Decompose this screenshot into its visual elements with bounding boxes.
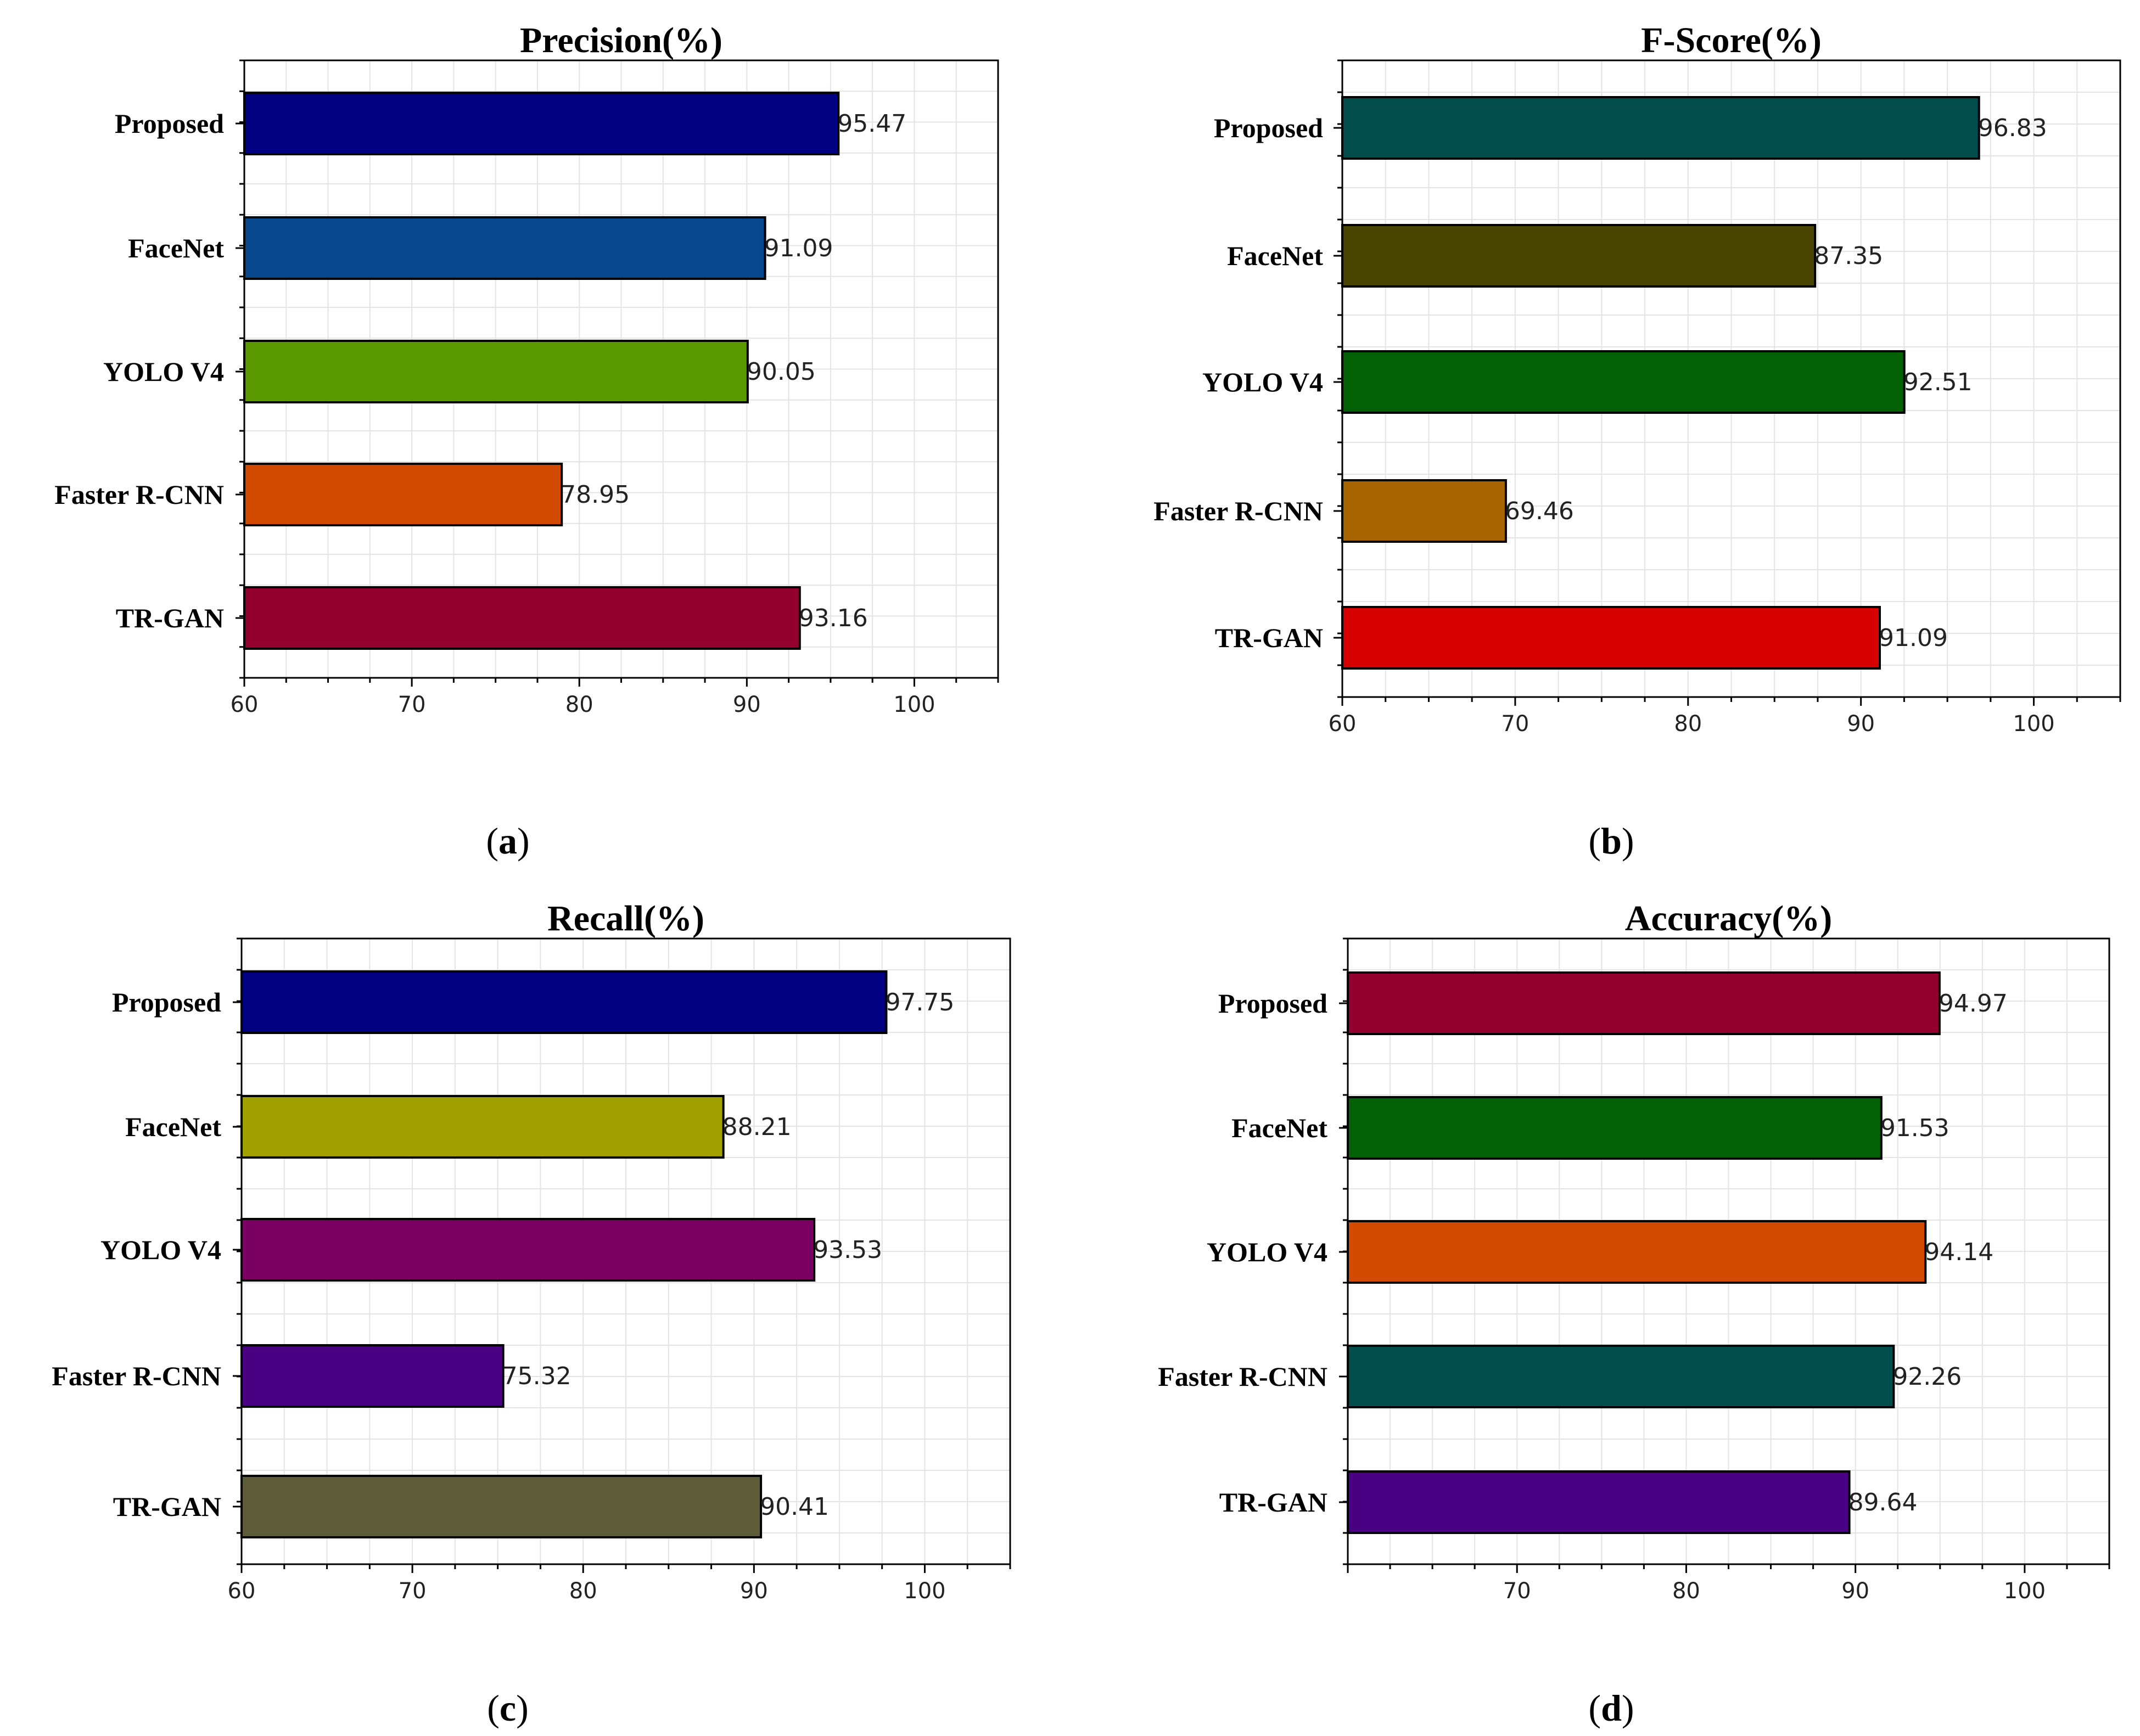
x-tick-label: 90: [733, 692, 761, 717]
value-label: 97.75: [885, 988, 954, 1016]
x-tick-label: 60: [1329, 711, 1357, 737]
panel-caption: (d): [1588, 1687, 1634, 1729]
category-label: Proposed: [112, 987, 221, 1018]
x-tick-label: 80: [1672, 1578, 1700, 1604]
x-tick-label: 100: [2004, 1578, 2046, 1604]
chart-title: Precision(%): [520, 20, 722, 60]
x-tick-label: 90: [1841, 1578, 1869, 1604]
bar-faster-r-cnn: [240, 1344, 505, 1408]
chart-title: Accuracy(%): [1625, 898, 1833, 939]
category-label: FaceNet: [1231, 1113, 1327, 1143]
value-label: 91.09: [764, 234, 833, 262]
category-label: TR-GAN: [113, 1491, 221, 1522]
chart-panel-d: 70 80 90 100 Proposed 94.97 FaceNet 91.53 YOLO V…: [1158, 898, 2110, 1729]
value-label: 96.83: [1978, 114, 2047, 142]
panel-caption: (a): [486, 820, 529, 862]
value-label: 94.97: [1939, 990, 2008, 1018]
category-label: Proposed: [115, 108, 224, 139]
category-label: TR-GAN: [116, 603, 224, 633]
value-label: 92.51: [1903, 368, 1973, 396]
bar-proposed: [243, 92, 840, 155]
x-tick-label: 80: [565, 692, 593, 717]
x-tick-label: 70: [1501, 711, 1529, 737]
x-tick-label: 100: [904, 1578, 945, 1604]
value-label: 91.09: [1879, 624, 1948, 652]
bar-proposed: [240, 970, 888, 1034]
category-label: Faster R-CNN: [52, 1361, 221, 1391]
bar-facenet: [240, 1095, 725, 1159]
x-tick-label: 60: [228, 1578, 256, 1604]
bar-yolo-v4: [1341, 350, 1906, 414]
value-label: 92.26: [1892, 1363, 1962, 1391]
value-label: 87.35: [1814, 242, 1883, 270]
value-label: 93.16: [799, 604, 868, 632]
chart-panel-a: 60 70 80 90 100 Proposed 95.47 FaceNet 91.09 YOLO…: [54, 20, 999, 862]
value-label: 90.41: [760, 1493, 829, 1521]
category-label: TR-GAN: [1215, 622, 1323, 653]
bar-tr-gan: [240, 1475, 763, 1538]
category-label: TR-GAN: [1219, 1487, 1327, 1518]
bar-facenet: [1341, 224, 1817, 288]
bar-faster-r-cnn: [243, 463, 563, 526]
bar-proposed: [1347, 971, 1941, 1035]
bar-faster-r-cnn: [1347, 1345, 1895, 1408]
category-label: YOLO V4: [1207, 1237, 1327, 1267]
category-label: YOLO V4: [1202, 367, 1323, 397]
category-label: Proposed: [1214, 113, 1323, 143]
x-tick-label: 70: [398, 692, 426, 717]
value-label: 88.21: [722, 1113, 792, 1141]
chart-panel-b: 60 70 80 90 100 Proposed 96.83 FaceNet 87.35 YOLO…: [1153, 20, 2121, 862]
x-tick-label: 100: [2013, 711, 2054, 737]
category-label: Faster R-CNN: [1158, 1361, 1327, 1392]
chart-title: F-Score(%): [1641, 20, 1822, 60]
x-tick-label: 90: [1847, 711, 1875, 737]
x-tick-label: 70: [399, 1578, 427, 1604]
bar-tr-gan: [1341, 606, 1881, 670]
category-label: FaceNet: [1227, 240, 1323, 271]
category-label: Proposed: [1218, 988, 1327, 1019]
bar-faster-r-cnn: [1341, 479, 1507, 543]
bar-yolo-v4: [240, 1218, 816, 1282]
value-label: 91.53: [1880, 1114, 1949, 1142]
bar-facenet: [243, 216, 766, 280]
x-tick-label: 80: [1674, 711, 1702, 737]
bar-tr-gan: [1347, 1470, 1851, 1534]
x-tick-label: 70: [1503, 1578, 1531, 1604]
x-tick-label: 80: [569, 1578, 597, 1604]
category-label: YOLO V4: [103, 356, 224, 387]
value-label: 75.32: [502, 1362, 572, 1390]
bar-yolo-v4: [243, 340, 749, 403]
chart-panel-c: 60 70 80 90 100 Proposed 97.75 FaceNet 88.21 YOLO…: [52, 898, 1011, 1729]
bar-proposed: [1341, 96, 1980, 160]
chart-title: Recall(%): [547, 898, 704, 939]
panel-caption: (b): [1588, 820, 1634, 862]
value-label: 69.46: [1505, 497, 1574, 525]
panel-caption: (c): [487, 1687, 529, 1729]
category-label: FaceNet: [128, 233, 224, 263]
value-label: 90.05: [747, 358, 816, 386]
value-label: 95.47: [837, 110, 906, 138]
bar-tr-gan: [243, 586, 801, 650]
category-label: Faster R-CNN: [1153, 496, 1323, 526]
value-label: 78.95: [561, 481, 630, 509]
x-tick-label: 60: [231, 692, 259, 717]
category-label: FaceNet: [125, 1111, 221, 1142]
category-label: YOLO V4: [100, 1234, 221, 1265]
bar-facenet: [1347, 1096, 1883, 1160]
x-tick-label: 100: [893, 692, 935, 717]
category-label: Faster R-CNN: [54, 479, 224, 510]
bar-yolo-v4: [1347, 1220, 1927, 1284]
x-tick-label: 90: [740, 1578, 768, 1604]
value-label: 94.14: [1924, 1238, 1993, 1266]
value-label: 89.64: [1848, 1488, 1918, 1516]
value-label: 93.53: [813, 1236, 882, 1264]
